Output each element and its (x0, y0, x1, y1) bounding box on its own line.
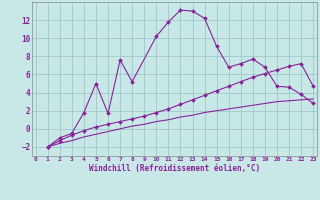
X-axis label: Windchill (Refroidissement éolien,°C): Windchill (Refroidissement éolien,°C) (89, 164, 260, 173)
